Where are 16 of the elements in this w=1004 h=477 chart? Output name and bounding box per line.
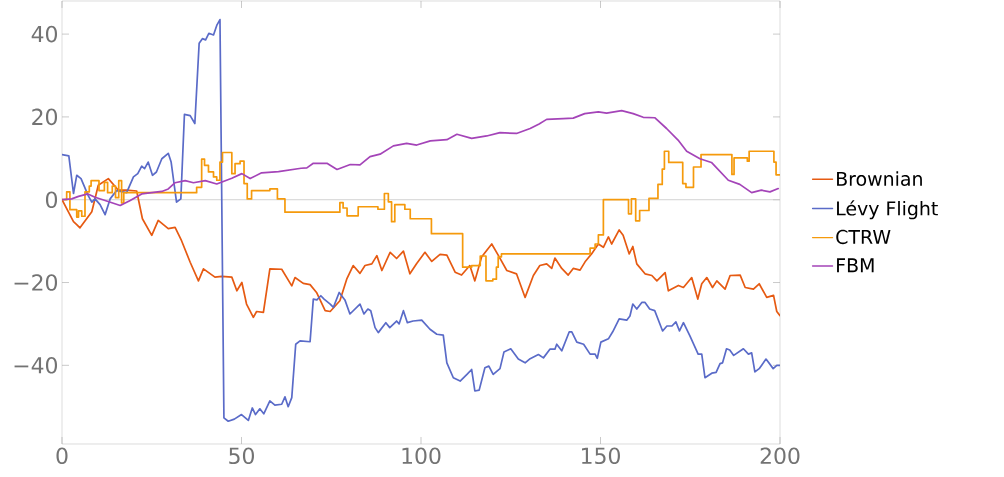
y-tick-label: 0 <box>45 191 58 208</box>
legend-label: Brownian <box>837 171 922 186</box>
y-tick-label: −20 <box>14 274 58 291</box>
line-series <box>62 177 781 319</box>
legend-label: Lévy Flight <box>837 200 938 220</box>
legend-label: CTRW <box>836 229 891 245</box>
line-series <box>62 18 781 423</box>
line-series <box>62 109 780 207</box>
x-tick-label: 50 <box>229 447 254 465</box>
x-tick-label: 200 <box>760 447 800 465</box>
x-tick-label: 150 <box>582 447 620 465</box>
y-tick-label: 40 <box>31 25 58 43</box>
y-tick-label: −40 <box>14 357 58 374</box>
x-tick-label: 100 <box>402 447 441 465</box>
legend-label: FBM <box>837 258 874 273</box>
y-tick-label: 20 <box>32 108 58 126</box>
